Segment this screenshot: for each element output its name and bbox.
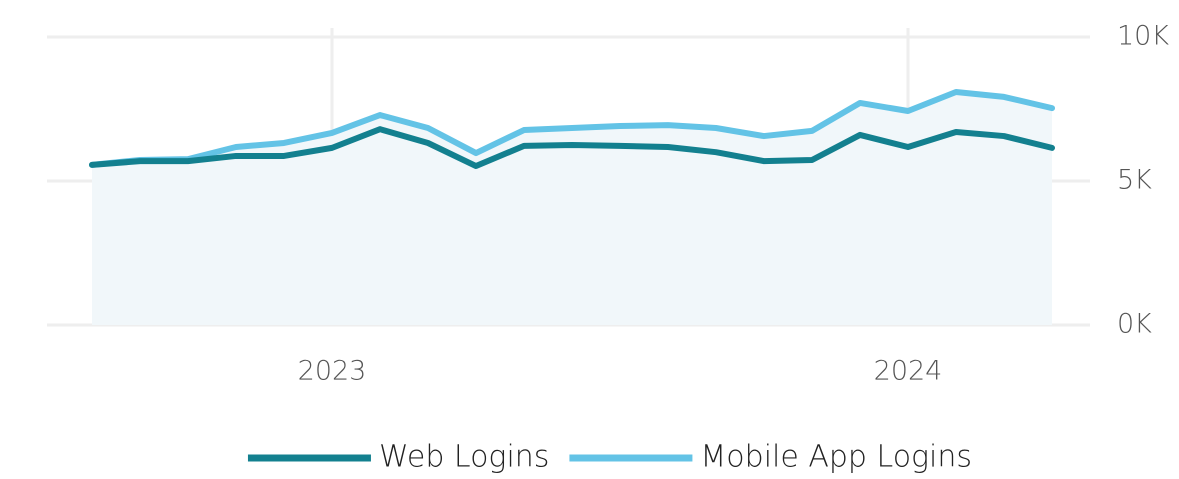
legend-label: Web Logins (379, 440, 549, 475)
x-tick-label: 2024 (874, 356, 943, 387)
x-tick-label: 2023 (298, 356, 367, 387)
y-tick-label: 5K (1117, 165, 1152, 196)
line (89, 126, 1055, 170)
legend-label: Mobile App Logins (700, 440, 972, 475)
y-tick-label: 10K (1117, 21, 1169, 52)
legend: Web Logins Mobile App Logins (247, 440, 972, 475)
line (89, 89, 1055, 168)
y-tick-label: 0K (1117, 309, 1152, 340)
